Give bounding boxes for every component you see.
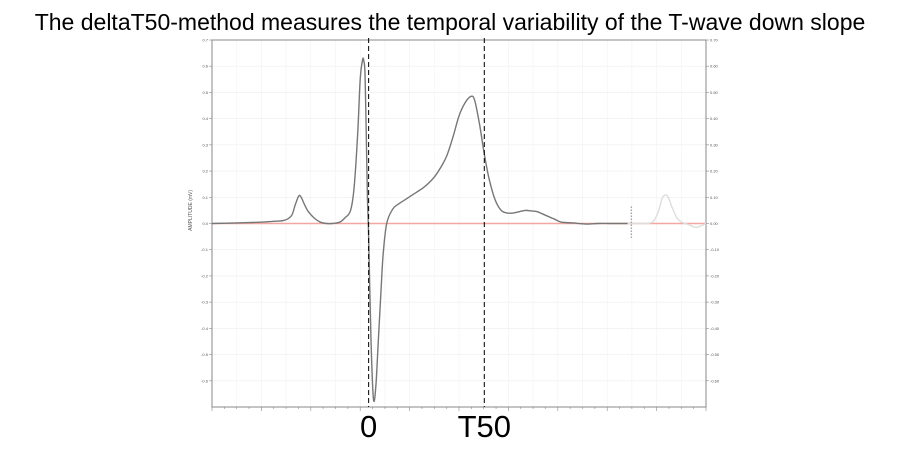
series-group xyxy=(211,57,707,403)
left-tick-label: 0.2 xyxy=(202,169,208,174)
left-tick-label: 0.7 xyxy=(202,38,208,43)
left-axis: 0.7 0.6 0.5 0.4 0.3 0.2 0.1 0.0 -0.1 -0.2 -0.3 -0.4… xyxy=(201,38,212,383)
left-tick-label: -0.3 xyxy=(201,300,209,305)
right-tick-label: 0.70 xyxy=(710,38,719,43)
chart-title: The deltaT50-method measures the tempora… xyxy=(34,9,866,35)
right-tick-label: 0.40 xyxy=(710,116,719,121)
right-axis: 0.70 0.60 0.50 0.40 0.30 0.20 0.10 0.00 -0.10 -0.… xyxy=(706,38,720,383)
right-tick-label: -0.20 xyxy=(710,273,720,278)
marker-label-1: T50 xyxy=(458,409,511,444)
bottom-axis xyxy=(211,407,707,411)
right-tick-label: 0.00 xyxy=(710,221,719,226)
right-tick-label: -0.50 xyxy=(710,352,720,357)
left-tick-label: -0.5 xyxy=(201,352,209,357)
left-tick-label: 0.5 xyxy=(202,90,208,95)
left-tick-label: -0.2 xyxy=(201,273,209,278)
marker-group: 0 T50 xyxy=(360,38,511,444)
left-tick-label: 0.4 xyxy=(202,116,208,121)
left-tick-label: 0.1 xyxy=(202,195,208,200)
right-tick-label: -0.30 xyxy=(710,300,720,305)
right-tick-label: 0.30 xyxy=(710,142,719,147)
left-tick-label: -0.6 xyxy=(201,378,209,383)
right-tick-label: 0.60 xyxy=(710,64,719,69)
marker-label-0: 0 xyxy=(360,409,377,444)
series-line-0 xyxy=(211,57,628,403)
right-tick-label: 0.10 xyxy=(710,195,719,200)
series-line-1 xyxy=(627,194,707,229)
left-tick-label: -0.4 xyxy=(201,326,209,331)
right-tick-label: -0.40 xyxy=(710,326,720,331)
left-tick-label: -0.1 xyxy=(201,247,209,252)
left-tick-label: 0.6 xyxy=(202,64,208,69)
right-tick-label: -0.60 xyxy=(710,378,720,383)
right-tick-label: -0.10 xyxy=(710,247,720,252)
y-axis-label: AMPLITUDE (mV) xyxy=(188,190,194,231)
right-tick-label: 0.50 xyxy=(710,90,719,95)
left-tick-label: 0.0 xyxy=(202,221,208,226)
left-tick-label: 0.3 xyxy=(202,142,208,147)
right-tick-label: 0.20 xyxy=(710,169,719,174)
